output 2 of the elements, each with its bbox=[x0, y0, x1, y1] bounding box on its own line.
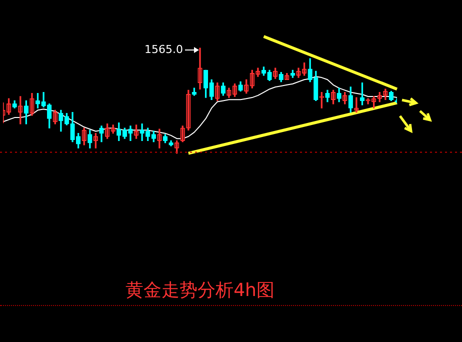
annotation: 1565.0 bbox=[144, 42, 183, 56]
text: 黄金走势分析4h图 bbox=[126, 280, 274, 301]
